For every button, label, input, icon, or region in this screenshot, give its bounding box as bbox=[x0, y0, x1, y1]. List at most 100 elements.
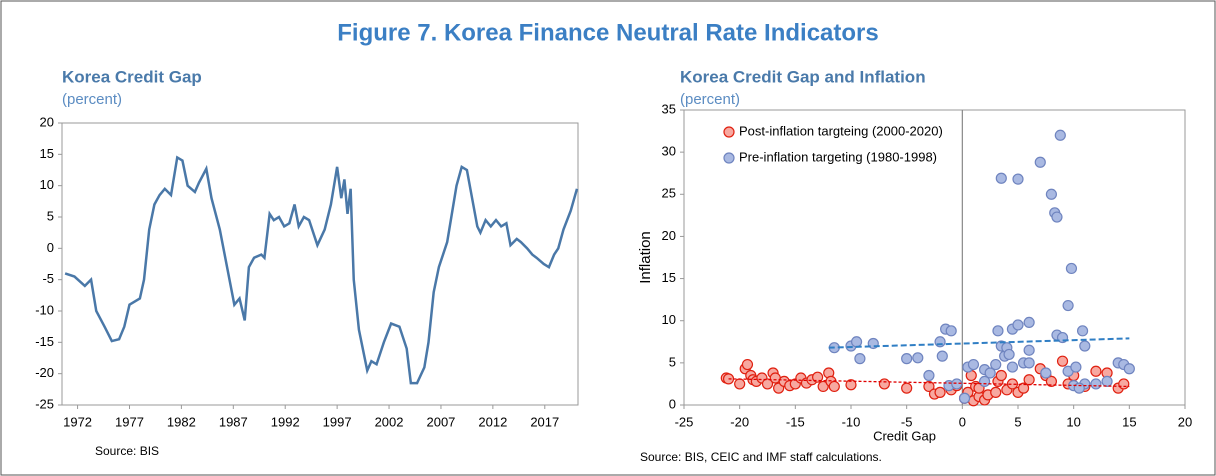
point bbox=[1123, 363, 1135, 375]
point bbox=[1012, 319, 1024, 331]
y-axis-label: Inflation bbox=[637, 231, 654, 284]
point bbox=[1006, 378, 1019, 390]
point bbox=[990, 358, 1002, 371]
y-tick-label: 30 bbox=[662, 144, 676, 159]
y-tick-label: 10 bbox=[662, 312, 676, 327]
point bbox=[817, 380, 829, 393]
point bbox=[984, 367, 996, 379]
point bbox=[995, 369, 1007, 382]
line bbox=[64, 155, 579, 385]
x-tick-label: 2007 bbox=[426, 414, 455, 429]
figure-title: Figure 7. Korea Finance Neutral Rate Ind… bbox=[337, 19, 878, 46]
y-tick-label: 0 bbox=[669, 396, 676, 411]
y-tick-label: -15 bbox=[35, 334, 54, 349]
point bbox=[845, 379, 857, 391]
x-tick-label: 0 bbox=[959, 414, 966, 429]
point bbox=[811, 371, 824, 383]
point bbox=[1073, 382, 1085, 394]
legend-label: Post-inflation targteing (2000-2020) bbox=[739, 123, 943, 138]
point bbox=[1076, 325, 1089, 337]
x-tick-label: -25 bbox=[675, 414, 694, 429]
point bbox=[958, 392, 971, 404]
y-tick-label: 5 bbox=[669, 354, 676, 369]
chart-title: Korea Credit Gap and Inflation bbox=[680, 67, 926, 86]
point bbox=[1040, 367, 1052, 379]
plot-frame bbox=[61, 122, 579, 406]
y-tick-label: -25 bbox=[35, 396, 54, 411]
x-tick-label: -15 bbox=[786, 414, 805, 429]
point bbox=[1101, 375, 1113, 387]
source: Source: BIS bbox=[95, 444, 159, 458]
point bbox=[1012, 173, 1024, 185]
trend-line bbox=[728, 378, 1130, 388]
x-tick-label: 2017 bbox=[530, 414, 559, 429]
point bbox=[1023, 344, 1035, 356]
point bbox=[1051, 211, 1063, 223]
point bbox=[1062, 299, 1074, 312]
x-tick-label: -20 bbox=[730, 414, 749, 429]
point bbox=[901, 353, 913, 365]
y-tick-label: 0 bbox=[47, 240, 54, 255]
point bbox=[1118, 378, 1130, 390]
point bbox=[1079, 340, 1091, 352]
point bbox=[923, 380, 935, 393]
point bbox=[1023, 316, 1035, 328]
point bbox=[951, 378, 963, 390]
legend-marker bbox=[723, 126, 735, 138]
point bbox=[1065, 262, 1078, 275]
point bbox=[761, 378, 774, 390]
y-tick-label: 15 bbox=[40, 146, 54, 161]
point bbox=[1006, 361, 1019, 373]
y-tick-label: 10 bbox=[40, 177, 54, 192]
point bbox=[1017, 382, 1030, 394]
x-tick-label: 2012 bbox=[478, 414, 507, 429]
y-tick-label: -20 bbox=[35, 365, 54, 380]
x-axis-label: Credit Gap bbox=[873, 428, 936, 443]
plot-frame bbox=[683, 109, 1186, 406]
x-tick-label: -5 bbox=[901, 414, 913, 429]
point bbox=[923, 369, 935, 382]
point bbox=[945, 325, 957, 337]
point bbox=[1023, 357, 1035, 369]
y-tick-label: 25 bbox=[662, 186, 676, 201]
y-tick-label: 20 bbox=[662, 228, 676, 243]
point bbox=[734, 378, 746, 390]
point bbox=[978, 375, 991, 387]
point bbox=[995, 172, 1007, 184]
x-tick-label: 1987 bbox=[219, 414, 248, 429]
point bbox=[990, 386, 1002, 398]
trend-line bbox=[828, 337, 1130, 349]
point bbox=[936, 350, 948, 362]
legend-marker bbox=[723, 152, 735, 164]
x-tick-label: 10 bbox=[1066, 414, 1080, 429]
point bbox=[1003, 348, 1015, 361]
chart-title: Korea Credit Gap bbox=[62, 67, 202, 86]
x-tick-label: 1997 bbox=[323, 414, 352, 429]
y-tick-label: 15 bbox=[662, 270, 676, 285]
point bbox=[741, 358, 754, 371]
point bbox=[828, 380, 840, 393]
x-tick-label: -10 bbox=[842, 414, 861, 429]
x-tick-label: 20 bbox=[1178, 414, 1192, 429]
point bbox=[1090, 378, 1102, 390]
point bbox=[1054, 129, 1066, 141]
chart-subtitle: (percent) bbox=[680, 91, 740, 108]
point bbox=[1034, 156, 1046, 168]
x-tick-label: 1977 bbox=[115, 414, 144, 429]
point bbox=[912, 352, 924, 364]
x-tick-label: 5 bbox=[1014, 414, 1021, 429]
y-tick-label: 5 bbox=[47, 208, 54, 223]
x-tick-label: 1982 bbox=[167, 414, 196, 429]
point bbox=[878, 378, 891, 390]
point bbox=[1090, 365, 1102, 377]
point bbox=[1056, 355, 1069, 367]
point bbox=[967, 358, 980, 371]
y-tick-label: -10 bbox=[35, 302, 54, 317]
point bbox=[992, 325, 1004, 337]
point bbox=[854, 353, 866, 365]
x-tick-label: 15 bbox=[1122, 414, 1136, 429]
legend-label: Pre-inflation targeting (1980-1998) bbox=[739, 149, 937, 164]
x-tick-label: 2002 bbox=[375, 414, 404, 429]
point bbox=[901, 382, 913, 394]
